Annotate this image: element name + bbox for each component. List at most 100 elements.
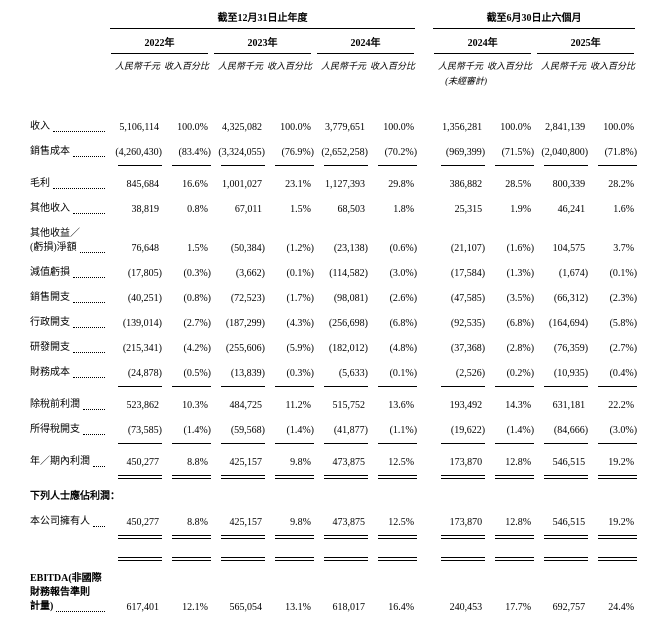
value-cell: (4.2%) — [162, 335, 212, 360]
table-row: 其他收入 38,819 0.8% 67,011 1.5% 68,503 1.8% 25,315… — [28, 196, 637, 221]
cell-value: 9.8% — [290, 517, 311, 528]
cell-value: (72,523) — [230, 293, 265, 304]
double-rule — [118, 557, 162, 561]
value-cell: 100.0% — [265, 114, 314, 139]
value-cell: (23,138) — [314, 221, 368, 260]
value-cell: 0.8% — [162, 196, 211, 221]
rule-cell — [211, 442, 265, 449]
cell-value: (98,081) — [333, 293, 368, 304]
value-cell: (1.1%) — [368, 417, 418, 442]
rule-cell — [431, 442, 486, 449]
row-label-text: 下列人士應佔利潤： — [30, 491, 120, 502]
cell-value: 845,684 — [126, 179, 160, 190]
row-label-text: 計量) — [30, 601, 54, 612]
year-2024-cell: 2024年 — [314, 29, 417, 54]
empty-cell — [28, 442, 108, 449]
single-rule — [598, 165, 638, 166]
double-rule — [378, 475, 418, 479]
cell-value: 473,875 — [332, 517, 366, 528]
row-label-text: 其他收益／ — [30, 228, 80, 239]
row-label-line: 所得稅開支 — [30, 423, 108, 437]
single-rule — [495, 386, 535, 387]
double-rule — [544, 475, 589, 479]
row-label-text: 銷售成本 — [30, 146, 70, 157]
percent-col-header: 收入百分比 — [368, 54, 417, 74]
value-cell: (17,584) — [431, 260, 485, 285]
rule-cell — [485, 474, 535, 484]
year-2022: 2022年 — [111, 29, 208, 54]
rule-cell — [108, 534, 162, 544]
value-cell: (3,324,055) — [211, 139, 265, 164]
value-cell: 22.2% — [588, 392, 637, 417]
single-rule — [598, 443, 638, 444]
value-cell: 1.8% — [368, 196, 417, 221]
cell-value: 5,106,114 — [119, 122, 159, 133]
rule-cell — [162, 474, 211, 484]
cell-value: 1,127,393 — [325, 179, 365, 190]
cell-value: 1,356,281 — [442, 122, 483, 133]
cell-value: (5.9%) — [286, 343, 315, 354]
value-cell: 1,127,393 — [314, 171, 368, 196]
cell-value: 1.9% — [510, 204, 532, 215]
cell-value: 546,515 — [552, 457, 586, 468]
cell-value: (2,040,800) — [541, 147, 589, 158]
column-gap — [417, 196, 431, 221]
single-rule — [544, 443, 589, 444]
rule-cell — [485, 442, 535, 449]
value-cell: 1.6% — [588, 196, 637, 221]
table-row: 除稅前利潤 523,862 10.3% 484,725 11.2% 515,752 13.6… — [28, 392, 637, 417]
value-cell: 1.5% — [162, 221, 211, 260]
value-cell: 473,875 — [314, 509, 368, 534]
period-group-interim-cell: 截至6月30日止六個月 — [431, 8, 637, 29]
cell-value: 3.7% — [613, 243, 635, 254]
rule-cell — [108, 385, 162, 392]
value-cell: (71.8%) — [588, 139, 638, 164]
row-label-line: 其他收入 — [30, 202, 108, 216]
row-label-line: EBITDA(非國際 — [30, 572, 108, 586]
rule-cell — [108, 474, 162, 484]
value-cell: 100.0% — [485, 114, 534, 139]
single-rule — [441, 165, 486, 166]
cell-value: 12.5% — [388, 457, 415, 468]
rule-cell — [534, 385, 589, 392]
double-rule — [221, 557, 265, 561]
row-label-line: (虧損)淨額 — [30, 241, 108, 255]
cell-value: 473,875 — [332, 457, 366, 468]
single-rule — [172, 443, 211, 444]
row-label-text: 所得稅開支 — [30, 424, 80, 435]
value-cell: 9.8% — [265, 449, 314, 474]
cell-value: 38,819 — [131, 204, 160, 215]
double-rule — [544, 557, 589, 561]
value-cell: (0.3%) — [265, 360, 315, 385]
cell-value: (187,299) — [225, 318, 265, 329]
column-gap — [417, 484, 431, 509]
value-cell: 800,339 — [534, 171, 588, 196]
single-rule — [544, 165, 589, 166]
cell-value: 617,401 — [126, 602, 160, 613]
double-rule — [275, 475, 314, 479]
value-cell: (6.8%) — [485, 310, 535, 335]
cell-value: (2.3%) — [609, 293, 638, 304]
row-label-text: 財務成本 — [30, 367, 70, 378]
value-cell — [162, 544, 211, 556]
cell-value: 12.8% — [505, 457, 532, 468]
value-cell: (17,805) — [108, 260, 162, 285]
value-cell: 240,453 — [431, 566, 485, 619]
value-cell: 546,515 — [534, 449, 588, 474]
value-cell: (1.7%) — [265, 285, 315, 310]
column-gap — [417, 474, 431, 484]
value-cell: 2,841,139 — [534, 114, 588, 139]
cell-value: 13.6% — [388, 400, 415, 411]
amount-col-header: 人民幣千元 — [211, 54, 265, 74]
value-cell: 173,870 — [431, 449, 485, 474]
cell-value: 100.0% — [603, 122, 635, 133]
cell-value: 523,862 — [126, 400, 160, 411]
value-cell: (0.8%) — [162, 285, 212, 310]
cell-value: 1,001,027 — [222, 179, 262, 190]
value-cell: (70.2%) — [368, 139, 418, 164]
value-cell: (0.3%) — [162, 260, 212, 285]
row-label-line: 財務報告準則 — [30, 586, 108, 600]
rule-cell — [485, 534, 535, 544]
cell-value: (92,535) — [450, 318, 486, 329]
single-rule — [221, 443, 265, 444]
